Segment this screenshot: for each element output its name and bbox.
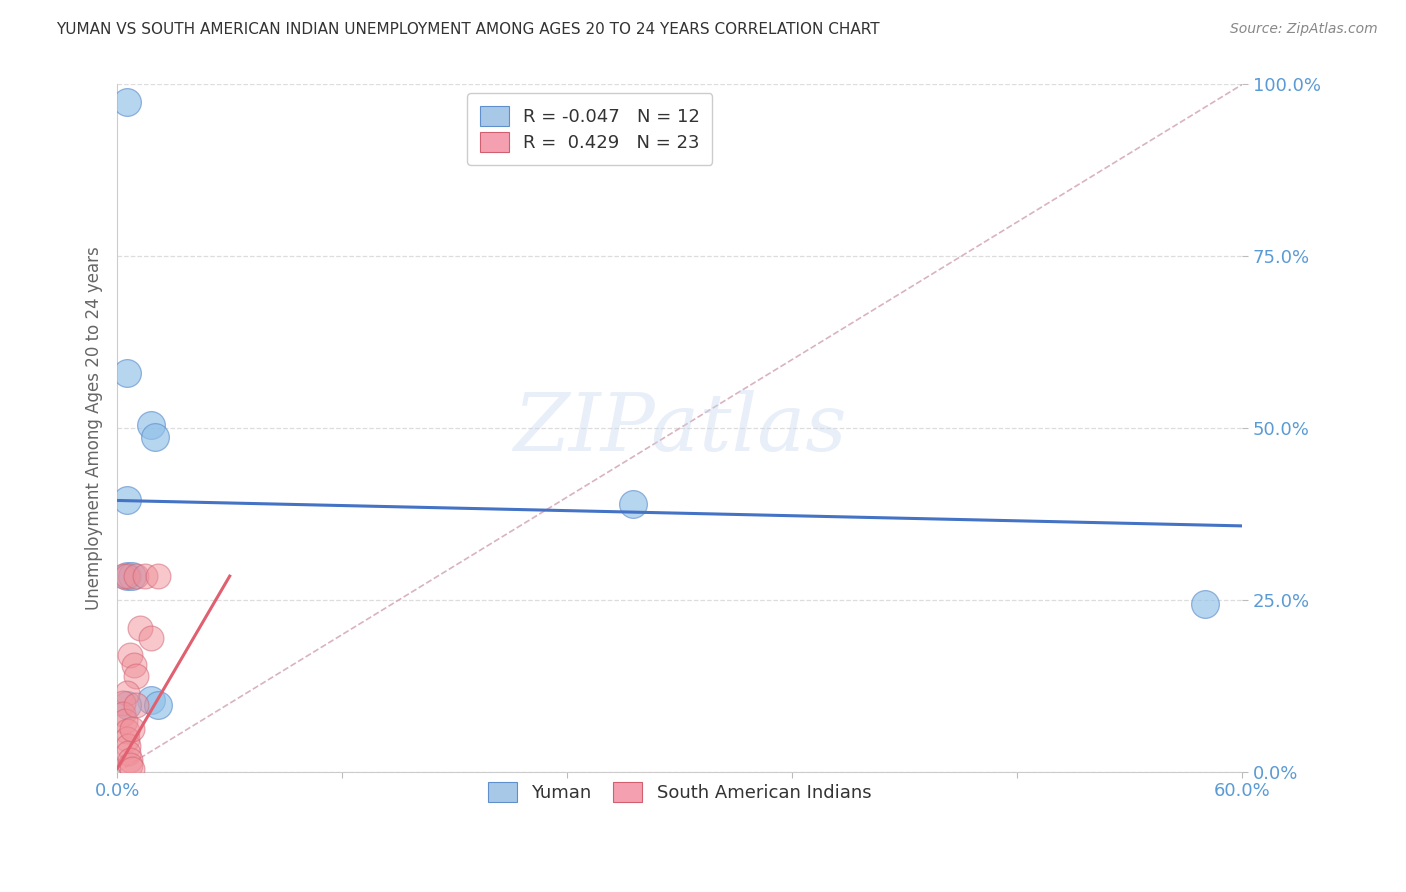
Point	[115, 686, 138, 700]
Point	[148, 569, 170, 583]
Point	[117, 739, 139, 753]
Point	[115, 95, 138, 109]
Point	[121, 569, 143, 583]
Point	[125, 669, 148, 683]
Point	[125, 569, 148, 583]
Point	[117, 746, 139, 760]
Point	[114, 714, 136, 728]
Point	[621, 497, 644, 511]
Point	[121, 762, 143, 776]
Point	[111, 706, 134, 721]
Point	[120, 758, 142, 772]
Point	[139, 693, 162, 707]
Point	[115, 493, 138, 508]
Point	[115, 698, 138, 713]
Point	[111, 696, 134, 710]
Text: ZIPatlas: ZIPatlas	[513, 390, 846, 467]
Point	[125, 698, 148, 712]
Point	[120, 648, 142, 663]
Point	[148, 698, 170, 713]
Point	[115, 569, 138, 583]
Point	[143, 429, 166, 443]
Point	[111, 569, 134, 583]
Point	[115, 732, 138, 747]
Point	[115, 366, 138, 380]
Point	[120, 753, 142, 767]
Point	[122, 658, 145, 673]
Point	[1194, 597, 1216, 611]
Legend: Yuman, South American Indians: Yuman, South American Indians	[475, 770, 884, 814]
Text: Source: ZipAtlas.com: Source: ZipAtlas.com	[1230, 22, 1378, 37]
Point	[121, 723, 143, 737]
Point	[115, 569, 138, 583]
Point	[134, 569, 156, 583]
Point	[139, 417, 162, 432]
Point	[115, 723, 138, 738]
Y-axis label: Unemployment Among Ages 20 to 24 years: Unemployment Among Ages 20 to 24 years	[86, 246, 103, 610]
Point	[139, 631, 162, 645]
Point	[128, 621, 150, 635]
Text: YUMAN VS SOUTH AMERICAN INDIAN UNEMPLOYMENT AMONG AGES 20 TO 24 YEARS CORRELATIO: YUMAN VS SOUTH AMERICAN INDIAN UNEMPLOYM…	[56, 22, 880, 37]
